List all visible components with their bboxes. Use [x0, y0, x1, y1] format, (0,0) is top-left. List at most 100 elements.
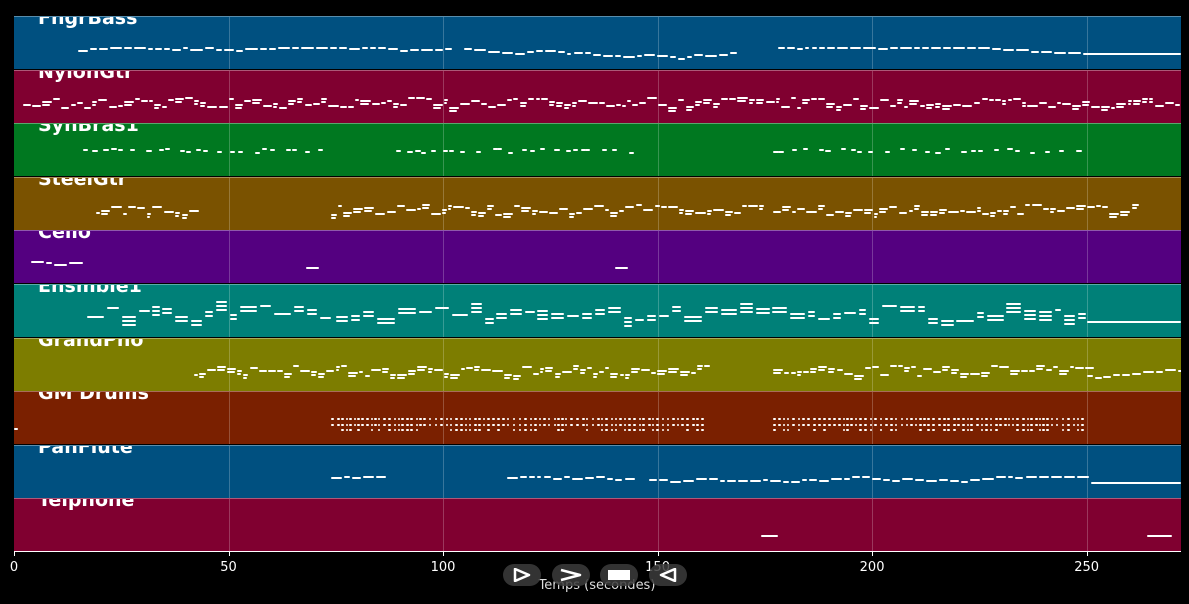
note — [995, 424, 998, 427]
note — [976, 418, 979, 421]
note — [215, 305, 227, 307]
note — [668, 109, 676, 112]
note — [545, 50, 556, 52]
note — [45, 262, 53, 265]
note — [1061, 424, 1065, 427]
note — [330, 47, 338, 49]
note — [557, 418, 560, 421]
note — [632, 103, 639, 106]
note — [1026, 424, 1030, 427]
rewind-button[interactable] — [649, 564, 687, 586]
stop-button[interactable] — [600, 564, 638, 586]
note — [1006, 307, 1022, 309]
note — [835, 105, 842, 108]
note — [976, 316, 985, 318]
note — [934, 102, 941, 105]
track-label: NylonGtr — [38, 69, 134, 83]
note — [1026, 429, 1030, 432]
note — [702, 98, 713, 101]
gridline — [872, 124, 874, 177]
note — [440, 424, 443, 427]
play-button[interactable] — [503, 564, 541, 586]
note — [258, 369, 267, 372]
note — [31, 261, 44, 264]
note — [118, 149, 124, 152]
note — [374, 418, 377, 421]
note — [161, 105, 167, 108]
note — [661, 429, 665, 432]
note — [474, 368, 479, 371]
note — [802, 98, 810, 101]
note — [683, 479, 694, 482]
note — [796, 48, 803, 50]
note — [966, 429, 970, 432]
note — [825, 150, 831, 153]
note — [1024, 310, 1037, 312]
note — [146, 150, 152, 153]
note — [580, 149, 586, 152]
note — [193, 99, 200, 102]
note — [1022, 101, 1027, 104]
note — [552, 477, 562, 480]
note — [879, 429, 883, 432]
note — [1046, 418, 1049, 421]
note — [534, 418, 538, 421]
note — [923, 424, 926, 427]
note — [914, 47, 920, 49]
note — [797, 370, 802, 373]
track-grandpno: GrandPno — [14, 337, 1181, 391]
note — [600, 424, 604, 427]
note — [520, 206, 531, 209]
gridline — [657, 177, 659, 230]
note — [980, 371, 991, 374]
fast-forward-button[interactable] — [552, 564, 590, 586]
note — [268, 48, 277, 50]
note — [343, 211, 353, 214]
note — [931, 429, 935, 432]
note — [1063, 323, 1075, 325]
note — [970, 429, 973, 432]
gridline — [872, 392, 874, 445]
note — [1039, 319, 1052, 321]
note — [273, 102, 278, 105]
note — [477, 214, 485, 217]
note — [639, 101, 647, 104]
note — [1001, 102, 1006, 105]
note — [773, 210, 781, 213]
note — [797, 418, 801, 421]
note — [782, 418, 786, 421]
note — [1011, 418, 1015, 421]
note — [601, 149, 608, 152]
note — [728, 97, 737, 100]
note — [864, 211, 871, 214]
note — [478, 424, 481, 427]
note — [360, 102, 369, 105]
note — [1039, 315, 1052, 317]
note — [977, 150, 984, 153]
x-tick-label: 0 — [9, 560, 19, 575]
note — [42, 103, 51, 106]
note — [817, 318, 831, 320]
note — [990, 214, 996, 217]
note — [901, 477, 913, 480]
note — [872, 477, 881, 480]
note — [614, 267, 628, 270]
note — [215, 309, 227, 311]
note — [310, 373, 316, 376]
note — [1115, 105, 1125, 108]
note — [1146, 535, 1173, 538]
note — [532, 209, 538, 212]
note — [661, 418, 665, 421]
note — [642, 429, 645, 432]
note — [497, 418, 500, 421]
note — [1148, 97, 1154, 100]
gridline — [443, 231, 445, 284]
note — [353, 210, 362, 213]
note — [755, 101, 763, 104]
note — [987, 319, 1004, 321]
note — [571, 104, 577, 107]
note — [442, 150, 448, 153]
note — [850, 47, 862, 49]
note — [449, 418, 453, 421]
note — [174, 316, 189, 318]
